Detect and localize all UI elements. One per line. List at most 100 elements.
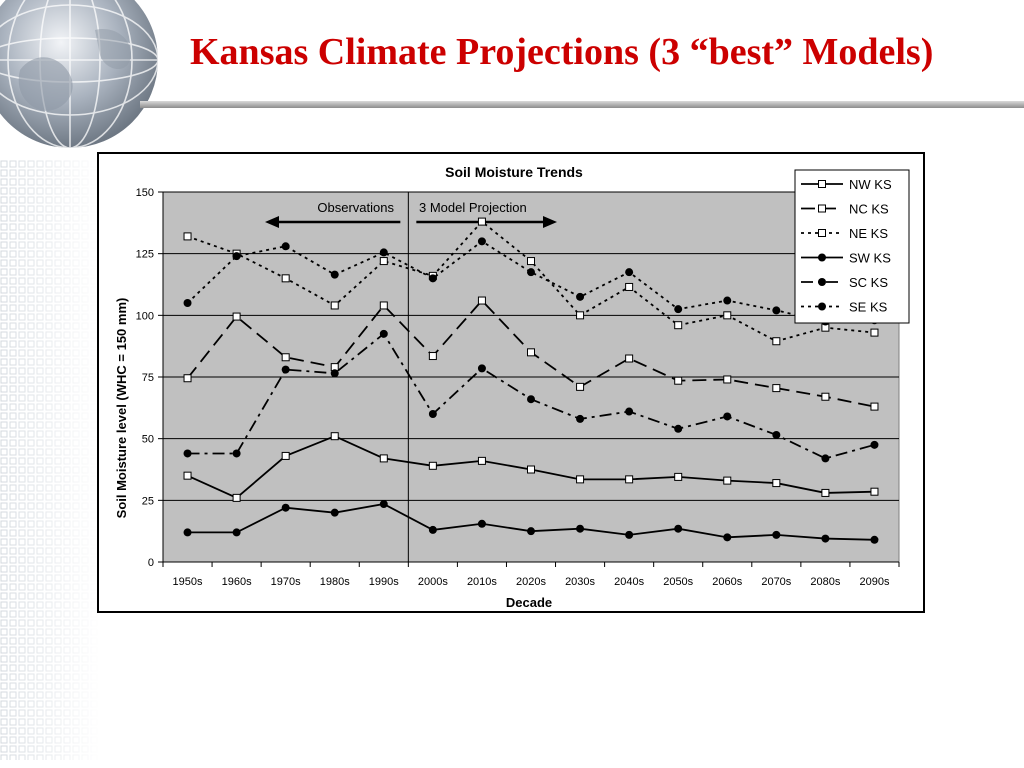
legend-marker-sw-ks: [818, 253, 826, 262]
data-point-nw-ks: [674, 472, 683, 481]
observations-label: Observations: [317, 200, 394, 215]
background-pattern: [0, 160, 100, 760]
data-point-sw-ks: [183, 528, 192, 537]
projection-label: 3 Model Projection: [419, 200, 527, 215]
data-point-sc-ks: [428, 410, 437, 418]
data-point-nc-ks: [772, 384, 781, 393]
data-point-nw-ks: [281, 451, 290, 460]
data-point-se-ks: [723, 296, 732, 305]
data-point-nc-ks: [723, 375, 732, 384]
data-point-nw-ks: [870, 487, 879, 496]
data-point-ne-ks: [281, 274, 290, 283]
data-point-sc-ks: [379, 329, 388, 338]
data-point-nw-ks: [428, 461, 437, 470]
data-point-nc-ks: [232, 312, 241, 321]
data-point-ne-ks: [527, 257, 535, 266]
data-point-sw-ks: [772, 530, 781, 539]
data-point-nc-ks: [527, 348, 535, 357]
legend-marker-se-ks: [818, 302, 826, 311]
data-point-nw-ks: [625, 475, 634, 484]
data-point-nc-ks: [281, 353, 290, 362]
legend-label-nc-ks: NC KS: [849, 202, 889, 217]
data-point-nc-ks: [625, 354, 634, 363]
data-point-sc-ks: [330, 369, 339, 378]
data-point-nc-ks: [477, 296, 486, 305]
data-point-ne-ks: [576, 311, 585, 320]
x-tick-label: 1950s: [173, 576, 203, 588]
slide-title: Kansas Climate Projections (3 “best” Mod…: [190, 31, 934, 73]
data-point-nw-ks: [527, 465, 535, 474]
data-point-sw-ks: [232, 528, 241, 537]
legend-label-sw-ks: SW KS: [849, 251, 891, 266]
x-tick-label: 1970s: [271, 576, 301, 588]
x-tick-label: 2090s: [859, 576, 889, 588]
x-tick-label: 2040s: [614, 576, 644, 588]
x-tick-label: 2070s: [761, 576, 791, 588]
data-point-nw-ks: [477, 456, 486, 465]
data-point-ne-ks: [330, 301, 339, 310]
data-point-ne-ks: [674, 321, 683, 330]
data-point-se-ks: [674, 305, 683, 314]
legend-marker-nw-ks: [818, 180, 826, 188]
data-point-sc-ks: [821, 454, 830, 463]
series-sw-ks: [183, 500, 879, 544]
data-point-sw-ks: [821, 534, 830, 543]
x-tick-label: 2080s: [810, 576, 840, 588]
x-tick-label: 2050s: [663, 576, 693, 588]
data-point-nc-ks: [183, 374, 192, 383]
data-point-se-ks: [477, 237, 486, 246]
data-point-sc-ks: [183, 449, 192, 458]
globe-logo: [0, 0, 159, 149]
x-tick-label: 2030s: [565, 576, 595, 588]
data-point-nc-ks: [576, 382, 585, 391]
data-point-se-ks: [232, 252, 241, 261]
series-line-ne-ks: [187, 220, 875, 343]
data-point-sc-ks: [674, 424, 683, 433]
soil-moisture-chart: Soil Moisture Trends 0 25 50 75 100 125 150 19…: [114, 164, 910, 610]
data-point-nw-ks: [183, 471, 192, 480]
data-point-se-ks: [527, 268, 535, 277]
data-point-ne-ks: [723, 311, 732, 320]
x-tick-label: 1990s: [369, 576, 399, 588]
legend-marker-sc-ks: [818, 278, 826, 286]
legend: [794, 169, 910, 324]
x-axis-label: Decade: [506, 595, 552, 610]
data-point-ne-ks: [183, 232, 192, 241]
data-point-nw-ks: [723, 476, 732, 485]
data-point-nc-ks: [870, 402, 879, 411]
projection-arrow-head: [543, 216, 557, 228]
data-point-ne-ks: [772, 337, 781, 346]
data-point-sc-ks: [772, 430, 781, 439]
legend-marker-nc-ks: [818, 204, 826, 213]
data-point-se-ks: [379, 248, 388, 257]
series-nc-ks: [183, 296, 879, 411]
y-tick-label: 75: [142, 372, 154, 384]
data-point-se-ks: [576, 292, 585, 301]
y-tick-label: 100: [136, 310, 154, 322]
legend-label-ne-ks: NE KS: [849, 226, 888, 241]
x-tick-label: 2060s: [712, 576, 742, 588]
data-point-sw-ks: [330, 508, 339, 517]
data-point-nw-ks: [379, 454, 388, 463]
chart-frame: Soil Moisture Trends 0 25 50 75 100 125 150 19…: [97, 152, 925, 613]
legend-marker-ne-ks: [818, 229, 826, 237]
data-point-nw-ks: [576, 475, 585, 484]
chart-title: Soil Moisture Trends: [445, 164, 583, 180]
x-tick-label: 2020s: [516, 576, 546, 588]
data-point-sc-ks: [527, 395, 535, 404]
data-point-nw-ks: [772, 479, 781, 488]
data-point-nc-ks: [379, 301, 388, 310]
data-point-sw-ks: [723, 533, 732, 542]
data-point-sw-ks: [870, 535, 879, 544]
y-axis-label: Soil Moisture level (WHC = 150 mm): [114, 298, 129, 519]
series-nw-ks: [183, 432, 879, 502]
legend-label-sc-ks: SC KS: [849, 275, 888, 290]
data-point-sc-ks: [576, 414, 585, 423]
observations-arrow-head: [265, 216, 279, 228]
data-point-nw-ks: [821, 488, 830, 497]
data-point-nc-ks: [821, 392, 830, 401]
x-tick-label: 1980s: [320, 576, 350, 588]
x-tick-label: 2000s: [418, 576, 448, 588]
data-point-ne-ks: [477, 217, 486, 226]
data-point-sw-ks: [576, 524, 585, 533]
